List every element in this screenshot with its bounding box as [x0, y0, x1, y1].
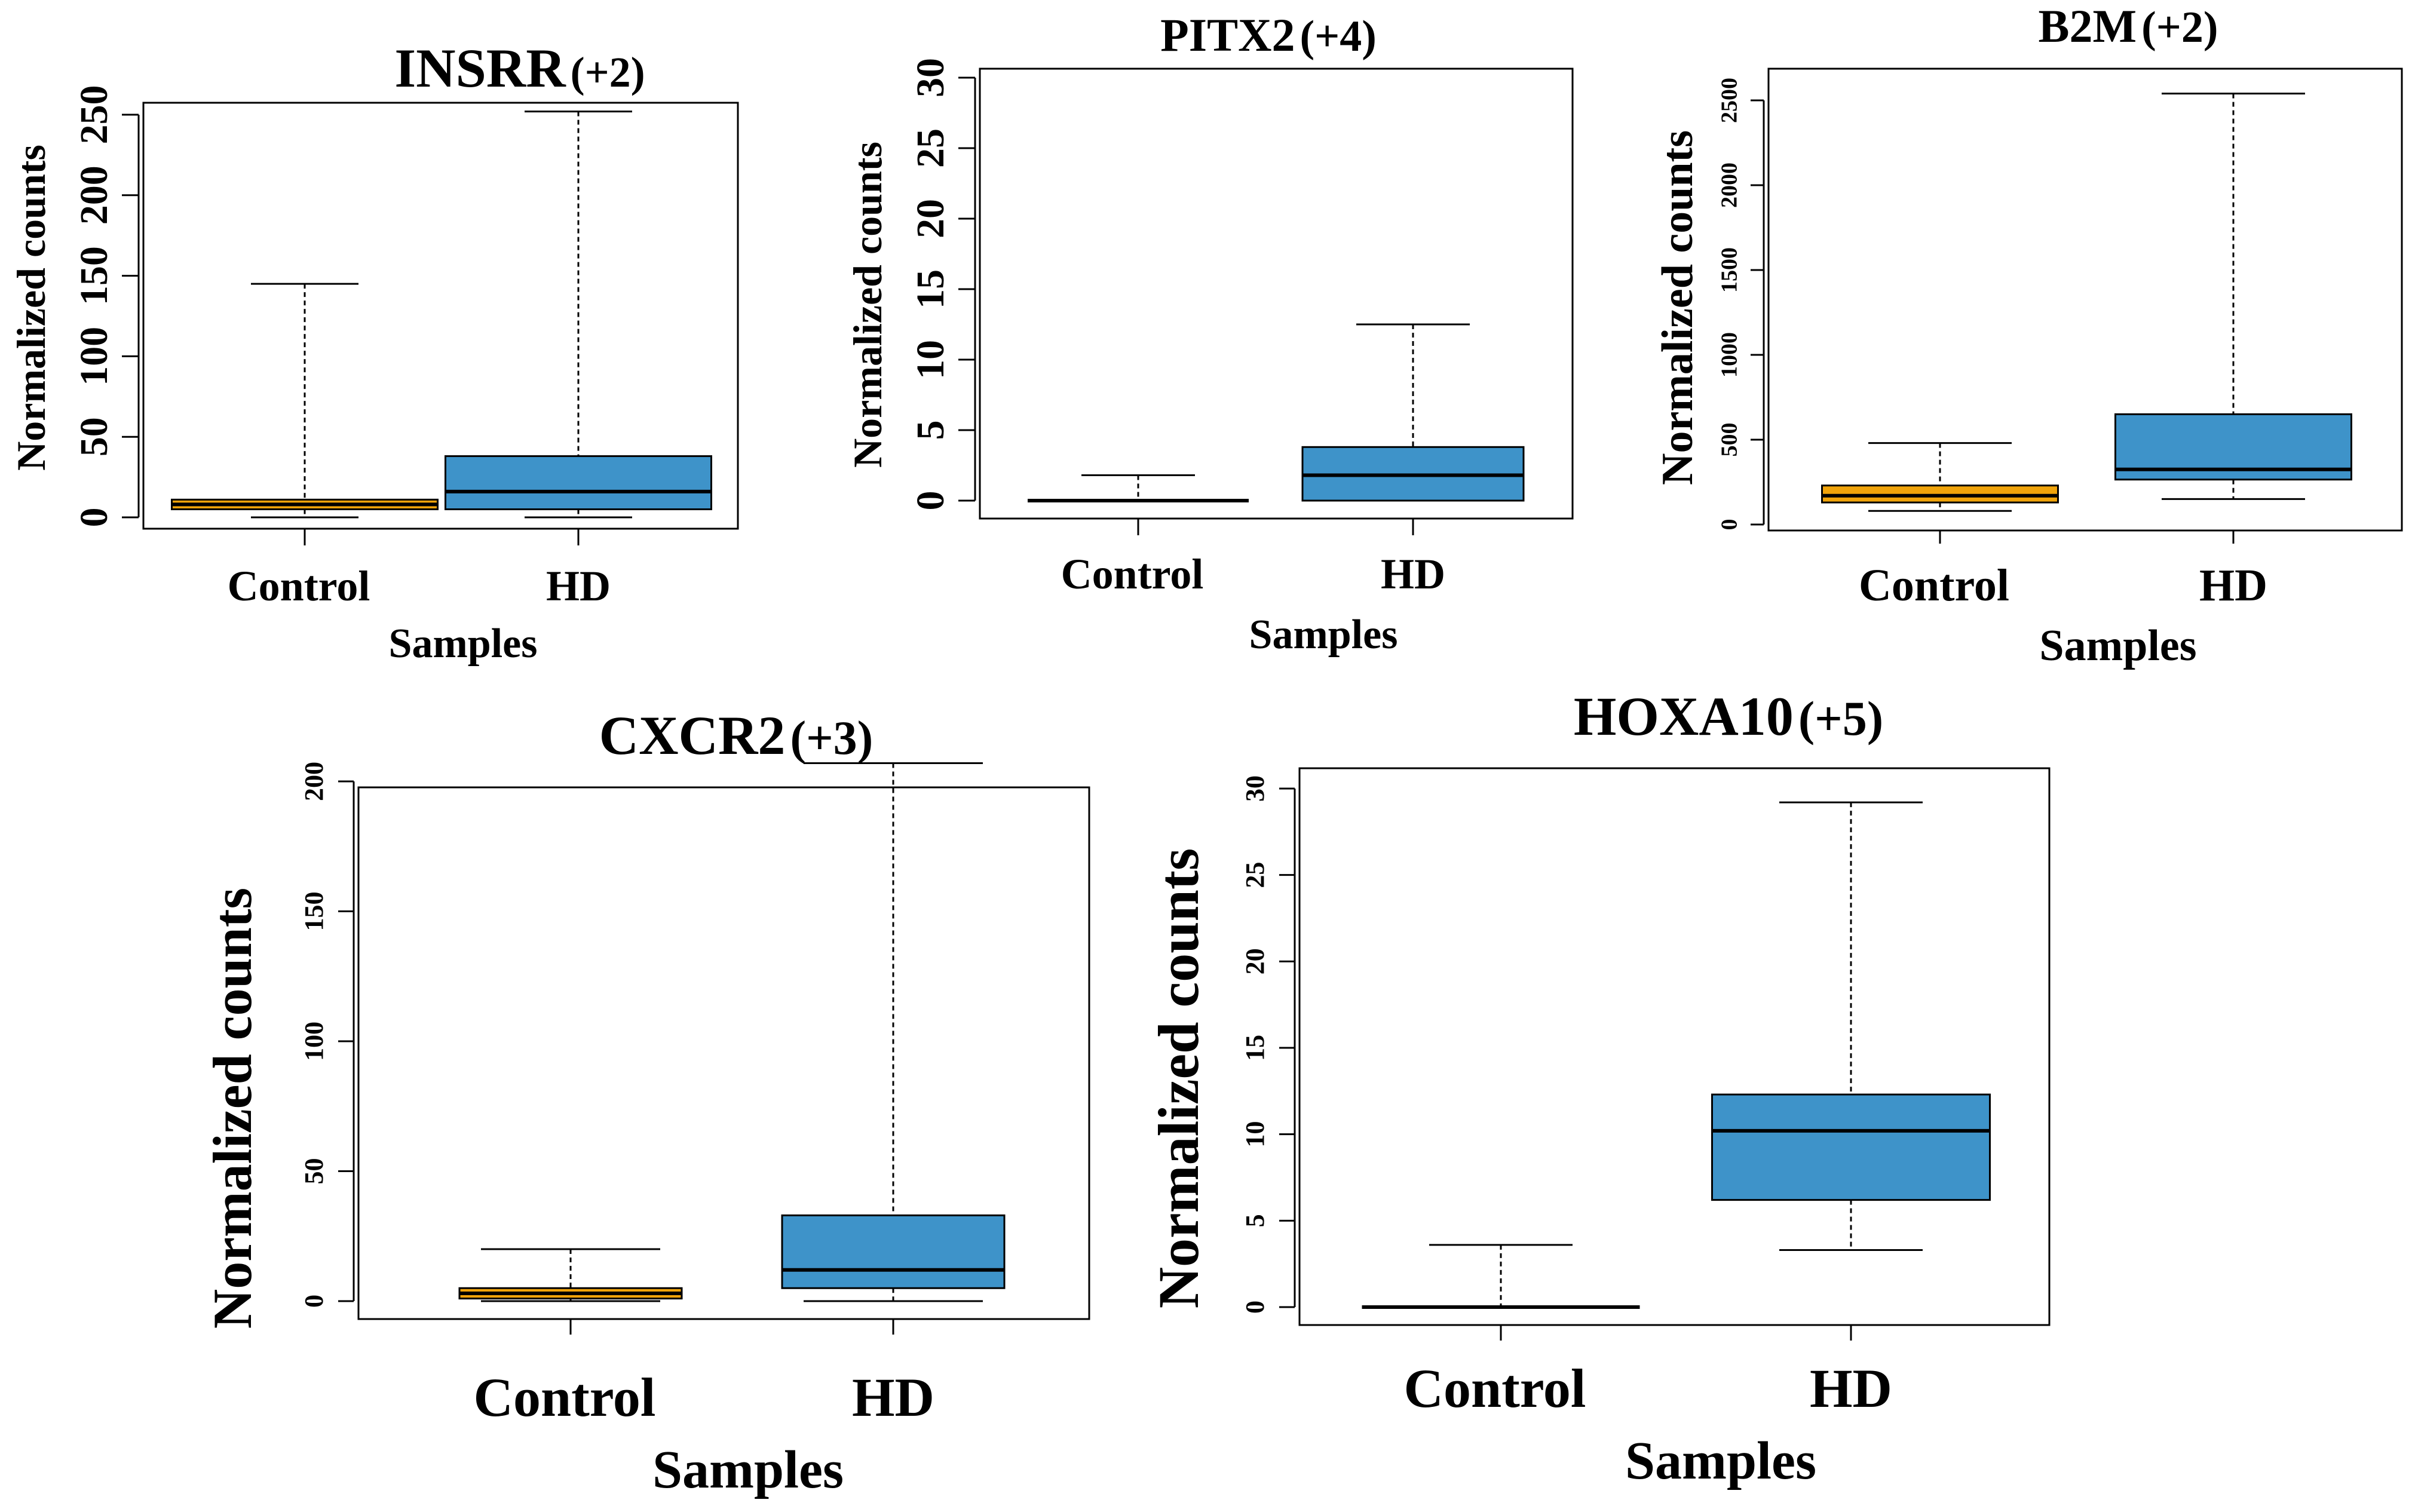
y-tick-label: 50 — [299, 1158, 329, 1185]
chart-title: INSRR (+2) — [394, 38, 645, 99]
y-tick-label: 25 — [909, 128, 952, 168]
y-axis-label: Normalized counts — [8, 145, 54, 471]
x-tick-label-control: Control — [1061, 550, 1204, 598]
y-tick-label: 0 — [909, 491, 952, 511]
y-tick-label: 0 — [299, 1295, 329, 1308]
y-tick-label: 20 — [909, 199, 952, 238]
chart-title-suffix: (+3) — [790, 712, 873, 765]
x-tick-label-control: Control — [1859, 560, 2009, 611]
y-axis-label: Normalized counts — [1147, 848, 1210, 1309]
iqr-box — [445, 455, 712, 511]
chart-panel-cxcr2: 0 50 100 150 200 Control HD CXCR2 (+3) Normalized… — [202, 705, 1090, 1499]
y-tick-label: 0 — [1717, 519, 1742, 530]
y-tick-label: 10 — [909, 340, 952, 379]
box-hd — [2114, 93, 2352, 500]
y-tick-label: 30 — [1240, 775, 1270, 802]
y-tick-label: 1000 — [1717, 332, 1742, 378]
iqr-box — [1711, 1093, 1991, 1201]
x-tick-label-hd: HD — [1810, 1358, 1892, 1419]
x-axis-label: Samples — [652, 1440, 844, 1499]
y-tick-label: 0 — [72, 508, 116, 527]
y-tick-label: 200 — [299, 762, 329, 801]
box-control — [171, 283, 439, 519]
chart-title-suffix: (+2) — [571, 48, 645, 96]
y-tick-label: 5 — [909, 421, 952, 440]
chart-title-gene: CXCR2 — [599, 705, 786, 766]
chart-title: HOXA10(+5) — [1574, 686, 1883, 747]
chart-title-suffix: (+4) — [1300, 12, 1376, 61]
box-hd — [1301, 323, 1525, 502]
chart-title: B2M (+2) — [2038, 0, 2218, 52]
chart-title-gene: B2M — [2038, 0, 2137, 52]
x-axis-label: Samples — [1249, 612, 1398, 658]
box-hd — [445, 111, 712, 519]
y-tick-label: 200 — [72, 165, 116, 225]
y-tick-label: 15 — [909, 269, 952, 309]
x-axis-label: Samples — [389, 621, 538, 667]
y-tick-label: 500 — [1717, 423, 1742, 457]
box-control — [1362, 1244, 1640, 1309]
y-axis-label: Normalized counts — [1653, 130, 1702, 485]
chart-panel-hoxa10: 0 5 10 15 20 25 30 Control HD HOXA10(+5) Normalize… — [1147, 686, 2051, 1490]
box-control — [1821, 442, 2059, 512]
y-axis-label: Normalized counts — [845, 142, 890, 468]
iqr-box — [781, 1214, 1006, 1289]
chart-panel-pitx2: 0 5 10 15 20 25 30 Control HD PITX2 (+4) Normalized… — [845, 9, 1574, 658]
y-tick-label: 50 — [72, 417, 116, 456]
box-hd — [1711, 801, 1991, 1252]
y-axis-label: Normalized counts — [202, 888, 263, 1329]
chart-panel-insrr: 0 50 100 150 200 250 Control HD INSRR (+2) Normali… — [8, 38, 739, 667]
y-tick-label: 10 — [1240, 1121, 1270, 1148]
x-tick-label-control: Control — [228, 562, 370, 610]
chart-panel-b2m: 0 500 1000 1500 2000 2500 Control HD B2M (+2) Norm… — [1653, 0, 2403, 670]
chart-title: CXCR2 (+3) — [599, 705, 874, 766]
x-tick-label-control: Control — [1404, 1358, 1586, 1419]
y-tick-label: 2000 — [1717, 162, 1742, 208]
box-hd — [781, 762, 1006, 1302]
x-axis-label: Samples — [1625, 1431, 1816, 1490]
x-tick-label-hd: HD — [546, 562, 611, 610]
y-tick-label: 150 — [299, 892, 329, 931]
chart-title-gene: HOXA10 — [1574, 686, 1794, 747]
y-tick-label: 150 — [72, 246, 116, 305]
box-control — [458, 1248, 683, 1302]
x-tick-label-hd: HD — [2199, 560, 2267, 611]
y-tick-label: 5 — [1240, 1214, 1270, 1227]
x-tick-label-hd: HD — [852, 1367, 934, 1428]
y-tick-label: 15 — [1240, 1035, 1270, 1061]
chart-title-suffix: (+5) — [1798, 691, 1883, 746]
plot-frame — [1298, 767, 2051, 1326]
y-tick-label: 100 — [72, 327, 116, 386]
chart-title-gene: PITX2 — [1160, 9, 1295, 61]
x-axis-label: Samples — [2039, 621, 2196, 670]
chart-title-suffix: (+2) — [2141, 3, 2218, 52]
chart-title: PITX2 (+4) — [1160, 9, 1377, 61]
x-tick-label-control: Control — [474, 1367, 656, 1428]
y-tick-label: 25 — [1240, 862, 1270, 888]
y-tick-label: 30 — [909, 58, 952, 97]
x-tick-label-hd: HD — [1381, 550, 1445, 598]
y-tick-label: 100 — [299, 1022, 329, 1061]
y-tick-label: 20 — [1240, 948, 1270, 974]
y-tick-label: 1500 — [1717, 247, 1742, 293]
chart-title-gene: INSRR — [394, 38, 566, 99]
y-tick-label: 250 — [72, 85, 116, 145]
y-tick-label: 0 — [1240, 1301, 1270, 1314]
box-control — [1028, 474, 1249, 502]
y-tick-label: 2500 — [1717, 78, 1742, 123]
